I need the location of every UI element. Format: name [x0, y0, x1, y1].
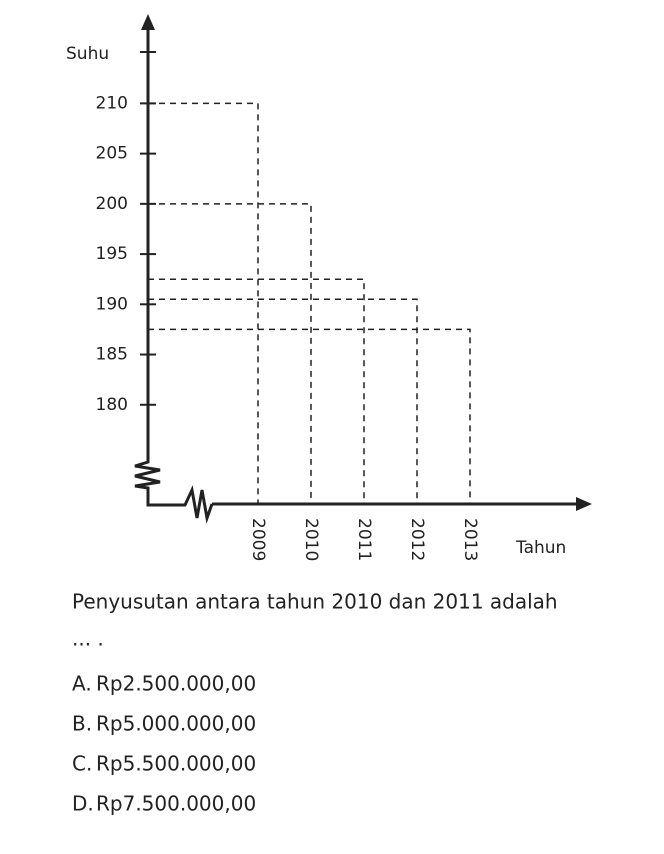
- axis-break: [134, 458, 214, 524]
- option-text: Rp5.000.000,00: [96, 712, 256, 736]
- projection-line: [148, 278, 365, 504]
- y-tick-label: 185: [96, 345, 128, 365]
- option-letter: B.: [72, 712, 92, 736]
- projection-line: [148, 298, 418, 504]
- projection-line: [148, 102, 259, 504]
- y-axis-arrow: [141, 14, 155, 30]
- x-tick-label: 2009: [248, 518, 268, 561]
- option-letter: D.: [72, 792, 94, 816]
- y-tick-label: 210: [96, 93, 128, 113]
- y-tick-label: 200: [96, 194, 128, 214]
- option-text: Rp7.500.000,00: [96, 792, 256, 816]
- x-tick-label: 2012: [407, 518, 427, 561]
- option-text: Rp5.500.000,00: [96, 752, 256, 776]
- x-tick-label: 2010: [301, 518, 321, 561]
- option-letter: A.: [72, 672, 92, 696]
- x-tick-label: 2011: [354, 518, 374, 561]
- question-tail: ... .: [72, 627, 104, 651]
- x-axis-arrow: [576, 497, 592, 511]
- x-axis-label: Tahun: [515, 538, 566, 558]
- y-tick-label: 205: [96, 144, 128, 164]
- question: Penyusutan antara tahun 2010 dan 2011 ad…: [72, 590, 558, 614]
- y-tick-label: 180: [96, 395, 128, 415]
- projection-line: [148, 328, 471, 504]
- projection-line: [148, 203, 312, 504]
- x-tick-label: 2013: [460, 518, 480, 561]
- option-letter: C.: [72, 752, 92, 776]
- y-tick-label: 195: [96, 244, 128, 264]
- y-axis-label: Suhu: [66, 44, 109, 64]
- option-text: Rp2.500.000,00: [96, 672, 256, 696]
- y-tick-label: 190: [96, 294, 128, 314]
